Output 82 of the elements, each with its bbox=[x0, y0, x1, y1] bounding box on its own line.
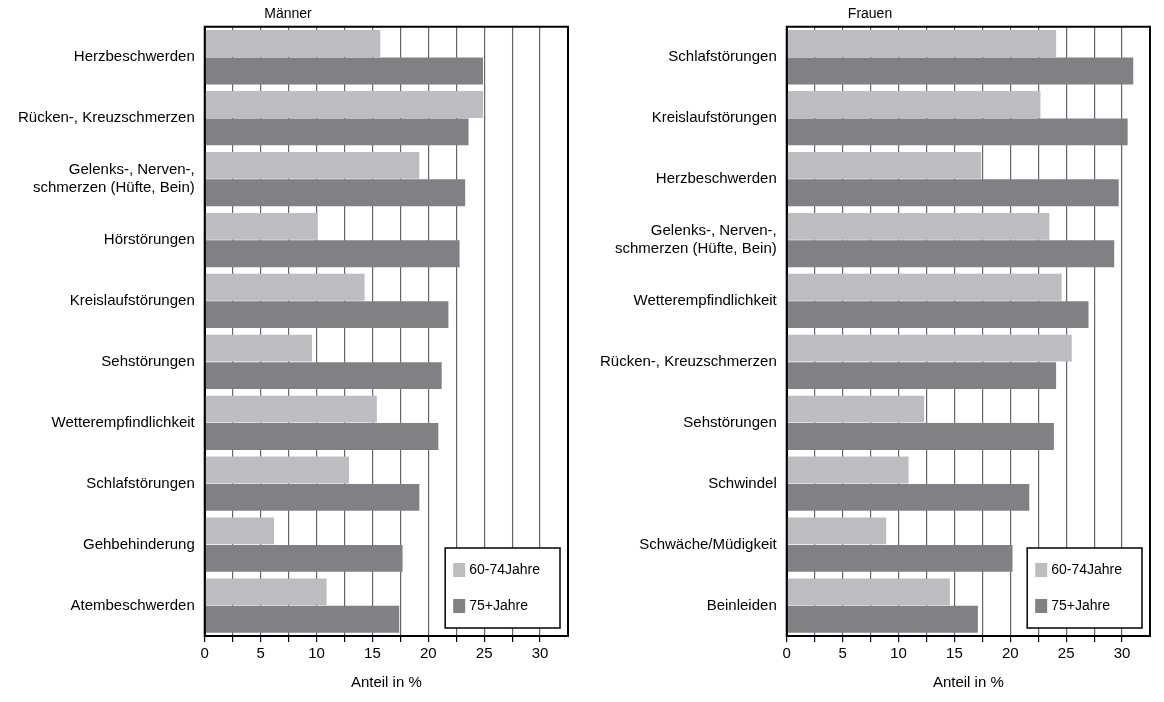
bar bbox=[787, 395, 925, 423]
bar bbox=[787, 517, 887, 545]
bar bbox=[787, 423, 1054, 450]
bar bbox=[205, 179, 466, 207]
x-tick-label: 5 bbox=[838, 644, 847, 662]
bar bbox=[787, 483, 1030, 511]
y-tick-label: Wetterempfindlichkeit bbox=[633, 291, 778, 309]
y-tick-label: Schlafstörungen bbox=[668, 47, 777, 65]
bar bbox=[205, 91, 484, 118]
x-tick-label: 20 bbox=[1001, 644, 1019, 662]
y-tick-label: Gehbehinderung bbox=[82, 534, 195, 552]
x-axis-title: Anteil in % bbox=[932, 673, 1004, 691]
y-tick-label: Kreislaufstörungen bbox=[69, 291, 195, 309]
bar bbox=[787, 151, 982, 179]
y-tick-label: Wetterempfindlichkeit bbox=[51, 412, 196, 430]
bar bbox=[205, 456, 349, 484]
x-tick-label: 30 bbox=[1113, 644, 1131, 662]
bar bbox=[205, 212, 318, 240]
chart-title: Frauen bbox=[847, 5, 893, 22]
bar bbox=[205, 605, 400, 633]
bar bbox=[787, 273, 1062, 301]
bar bbox=[787, 362, 1057, 389]
x-tick-label: 20 bbox=[419, 644, 437, 662]
y-tick-label: Atembeschwerden bbox=[70, 595, 195, 613]
x-tick-label: 15 bbox=[946, 644, 963, 662]
x-axis-title: Anteil in % bbox=[350, 673, 422, 691]
bar bbox=[205, 151, 420, 179]
bar bbox=[205, 273, 365, 301]
y-tick-label: Schlafstörungen bbox=[86, 473, 195, 491]
bar bbox=[787, 240, 1115, 268]
y-tick-label: Kreislaufstörungen bbox=[651, 108, 777, 126]
bar bbox=[787, 544, 1013, 572]
bar bbox=[205, 301, 449, 329]
bar bbox=[787, 456, 909, 484]
bar bbox=[205, 544, 403, 572]
bar bbox=[787, 57, 1134, 85]
bar bbox=[205, 362, 442, 389]
bar bbox=[205, 517, 275, 545]
bar bbox=[205, 395, 377, 423]
bar bbox=[787, 334, 1072, 362]
bar bbox=[787, 118, 1128, 146]
y-tick-label: Hörstörungen bbox=[103, 230, 195, 248]
y-tick-label: Herzbeschwerden bbox=[73, 47, 195, 65]
chart-title: Männer bbox=[264, 5, 313, 22]
bar bbox=[787, 578, 950, 606]
y-tick-label: Sehstörungen bbox=[683, 412, 777, 430]
x-tick-label: 10 bbox=[308, 644, 325, 662]
y-tick-label: Sehstörungen bbox=[101, 352, 195, 369]
bar bbox=[205, 240, 460, 268]
y-tick-label: Rücken-, Kreuzschmerzen bbox=[18, 108, 195, 126]
x-tick-label: 10 bbox=[890, 644, 907, 662]
bar bbox=[205, 30, 381, 57]
x-tick-label: 5 bbox=[256, 644, 265, 662]
x-tick-label: 25 bbox=[475, 644, 493, 662]
x-tick-label: 0 bbox=[782, 644, 791, 662]
y-tick-label: Rücken-, Kreuzschmerzen bbox=[600, 352, 777, 369]
x-tick-label: 30 bbox=[531, 644, 549, 662]
bar bbox=[787, 301, 1089, 329]
y-tick-label: Schwindel bbox=[708, 473, 777, 491]
bar bbox=[787, 30, 1057, 57]
bar bbox=[205, 423, 439, 450]
bar bbox=[787, 179, 1119, 207]
legend-label: 60-74Jahre bbox=[469, 560, 541, 577]
legend-label: 75+Jahre bbox=[1051, 596, 1111, 613]
x-tick-label: 15 bbox=[364, 644, 381, 662]
bar bbox=[787, 605, 978, 633]
y-tick-label: Beinleiden bbox=[706, 595, 777, 613]
y-tick-label: Schwäche/Müdigkeit bbox=[639, 534, 778, 552]
bar bbox=[205, 578, 327, 606]
x-tick-label: 25 bbox=[1057, 644, 1075, 662]
bar bbox=[787, 212, 1050, 240]
bar bbox=[205, 118, 469, 146]
y-tick-label: Gelenks-, Nerven-, schmerzen (Hüfte, Bein) bbox=[615, 221, 777, 257]
y-tick-label: Gelenks-, Nerven-, schmerzen (Hüfte, Bein) bbox=[33, 160, 195, 196]
y-tick-label: Herzbeschwerden bbox=[655, 169, 777, 187]
legend-label: 60-74Jahre bbox=[1051, 560, 1123, 577]
bar bbox=[787, 91, 1041, 118]
bar bbox=[205, 483, 420, 511]
bar bbox=[205, 57, 484, 85]
x-tick-label: 0 bbox=[200, 644, 209, 662]
legend-label: 75+Jahre bbox=[469, 596, 529, 613]
bar bbox=[205, 334, 313, 362]
